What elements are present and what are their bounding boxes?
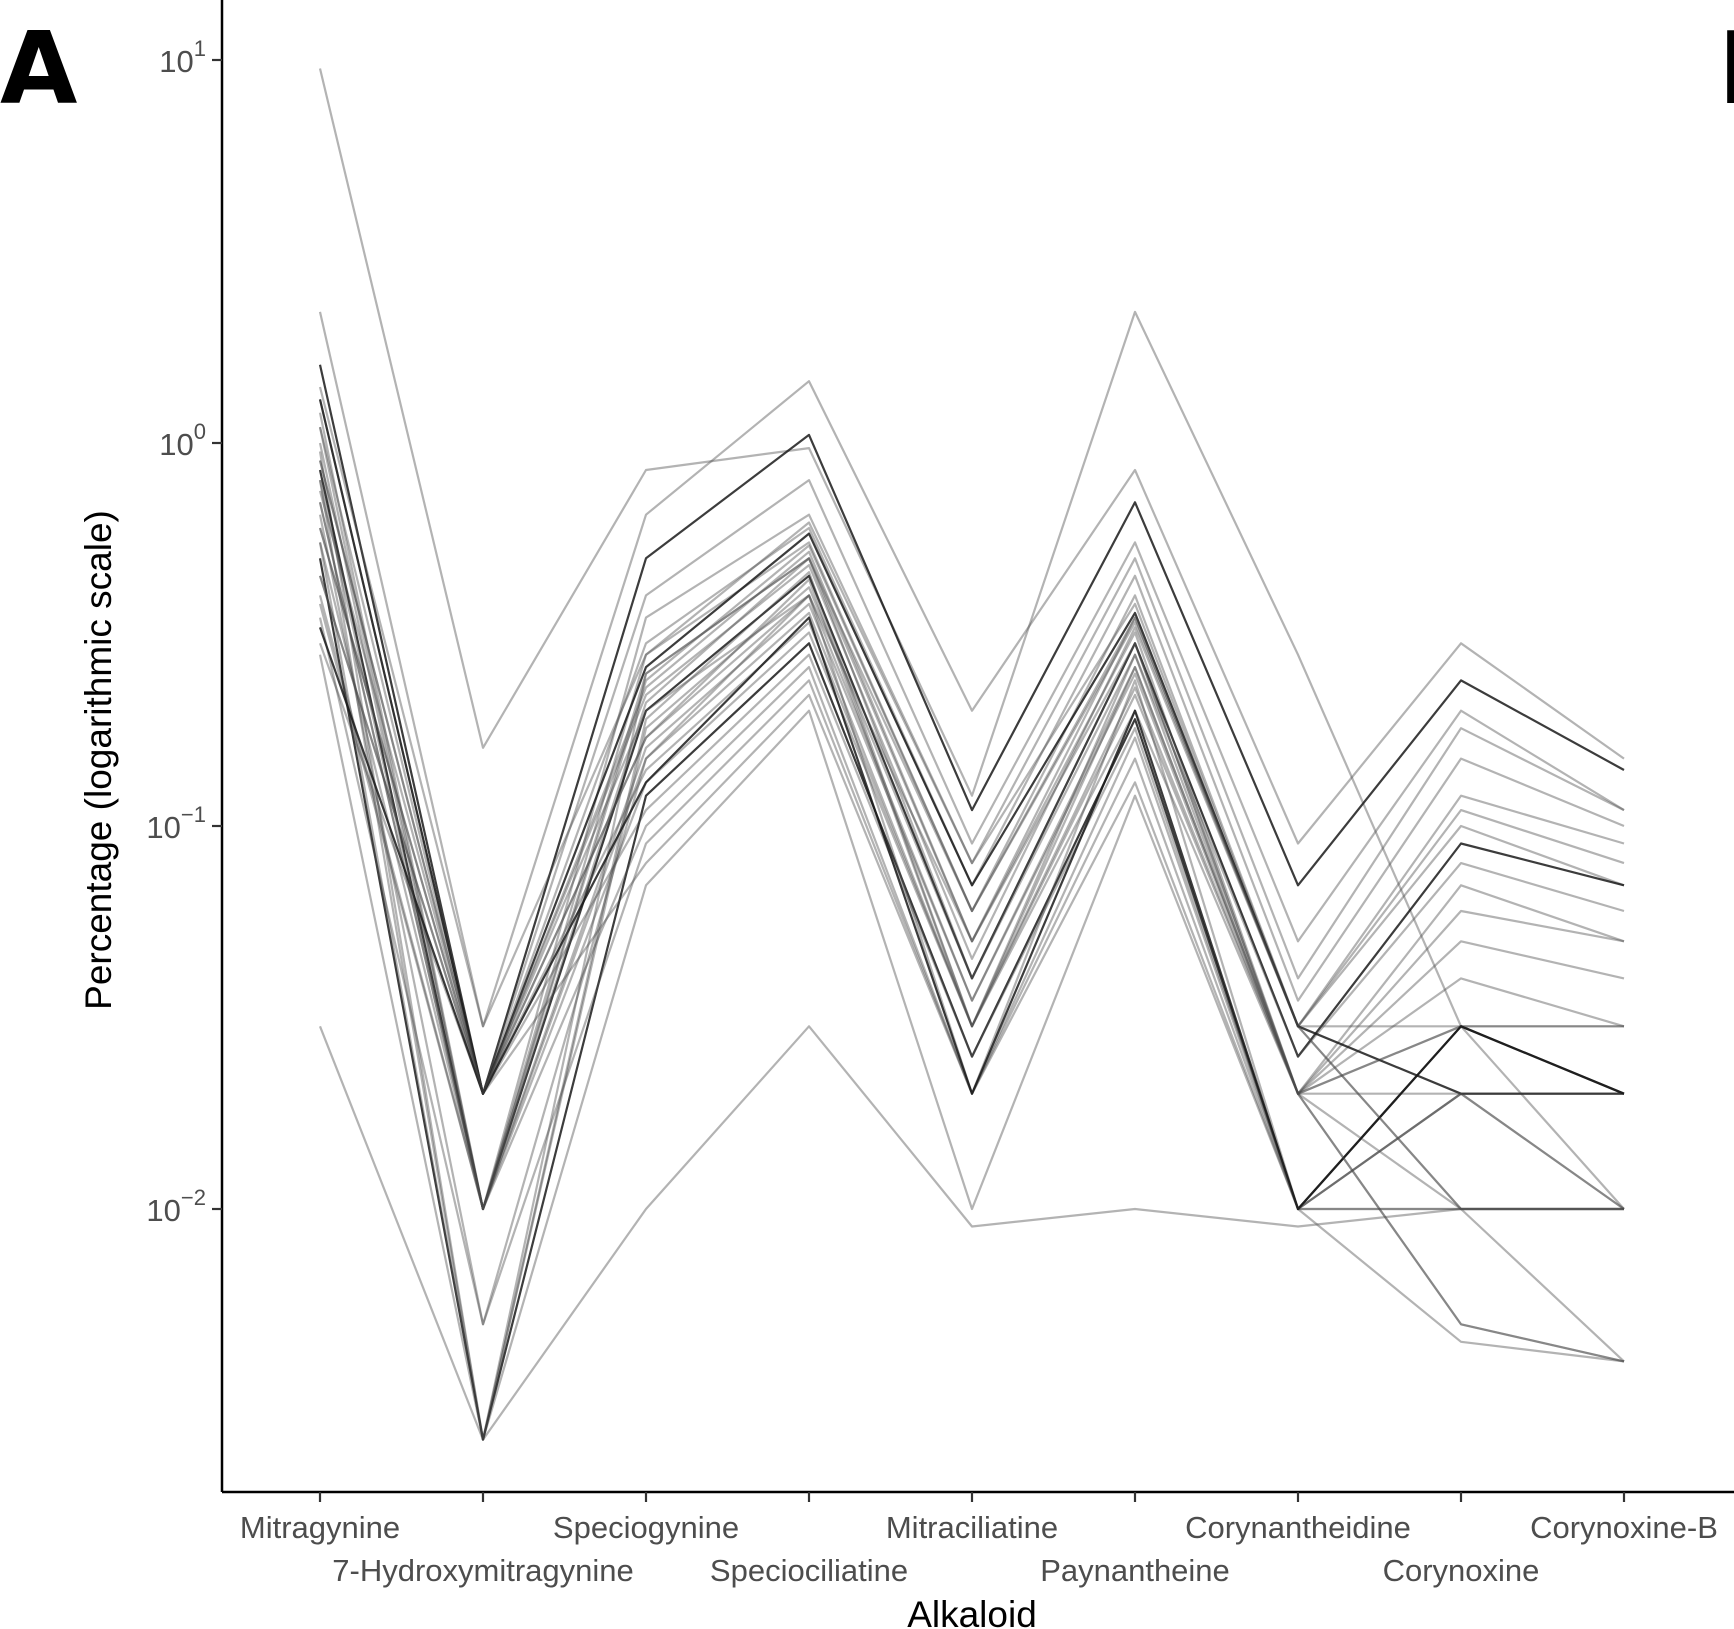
x-tick-label: Corynoxine-B xyxy=(1530,1510,1718,1545)
series-line xyxy=(318,442,1625,1211)
series-line xyxy=(318,68,1625,1210)
series-line xyxy=(318,479,1625,1441)
panel-label-b: B xyxy=(1718,10,1734,127)
x-tick-label: Paynantheine xyxy=(1040,1553,1230,1588)
series-layer xyxy=(318,68,1625,1441)
series-line xyxy=(318,654,1625,1441)
x-tick-label: Corynoxine xyxy=(1383,1553,1540,1588)
series-line xyxy=(318,460,1625,1210)
panel-label-a: A xyxy=(0,10,77,127)
y-tick-label: 101 xyxy=(159,36,206,79)
y-tick-label: 10−2 xyxy=(146,1185,206,1228)
series-line xyxy=(318,575,1624,1211)
series-line xyxy=(318,1025,1624,1441)
y-axis-title: Percentage (logarithmic scale) xyxy=(78,510,119,1010)
series-line xyxy=(318,527,1625,1095)
series-line xyxy=(318,502,1625,1211)
series-line xyxy=(318,542,1624,1211)
series-line xyxy=(318,399,1625,1095)
x-tick-label: Speciociliatine xyxy=(710,1553,908,1588)
x-tick-label: Mitraciliatine xyxy=(886,1510,1058,1545)
series-line xyxy=(318,364,1625,1095)
series-line xyxy=(318,514,1625,1326)
y-tick-label: 10−1 xyxy=(146,802,206,845)
series-line xyxy=(318,502,1625,1363)
series-line xyxy=(318,451,1625,1441)
series-line xyxy=(318,542,1625,1441)
series-line xyxy=(318,460,1625,1095)
series-line xyxy=(318,527,1625,1363)
series-line xyxy=(318,479,1624,1211)
series-line xyxy=(318,426,1624,1211)
series-line xyxy=(318,575,1624,1095)
series-line xyxy=(318,469,1625,1211)
series-line xyxy=(318,386,1625,1095)
x-axis-title: Alkaloid xyxy=(907,1594,1037,1629)
x-tick-label: 7-Hydroxymitragynine xyxy=(332,1553,634,1588)
series-line xyxy=(318,490,1625,1095)
axes-layer: 10−2 10−1 100 101 Mitragynine 7-Hydroxymitrag… xyxy=(146,0,1734,1588)
series-line xyxy=(318,311,1625,1028)
x-tick-label: Mitragynine xyxy=(240,1510,400,1545)
x-tick-label: Speciogynine xyxy=(553,1510,739,1545)
series-line xyxy=(318,616,1625,1211)
series-line xyxy=(318,399,1624,1095)
y-tick-label: 100 xyxy=(159,419,206,462)
x-tick-label: Corynantheidine xyxy=(1185,1510,1411,1545)
series-line xyxy=(318,412,1625,1211)
